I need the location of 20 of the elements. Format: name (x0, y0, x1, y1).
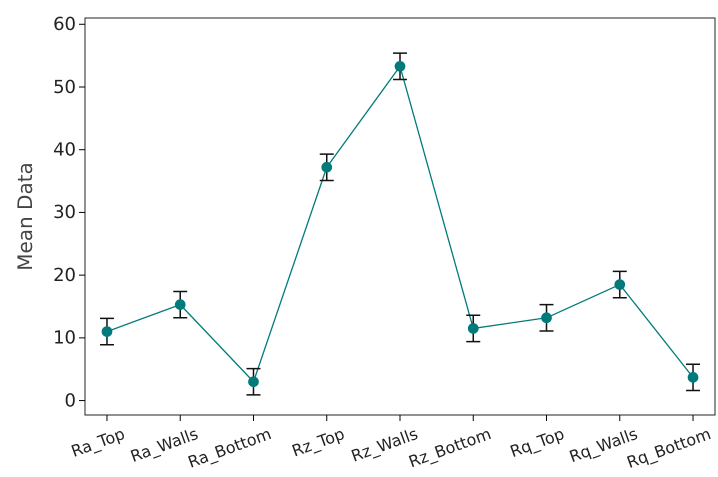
y-tick-label: 0 (64, 390, 76, 412)
x-tick-label: Ra_Top (68, 424, 128, 461)
point (394, 60, 406, 72)
y-tick-label: 50 (53, 76, 76, 98)
point (248, 376, 259, 388)
point (321, 162, 332, 173)
point (541, 312, 552, 324)
point (614, 279, 626, 290)
point (688, 372, 698, 383)
point (468, 323, 479, 334)
y-tick-label: 30 (53, 202, 76, 224)
y-tick-label: 60 (53, 14, 76, 36)
y-axis-title: Mean Data (13, 162, 37, 271)
y-tick-label: 20 (53, 264, 76, 286)
x-tick-label: Rq_Top (507, 424, 567, 462)
point (174, 299, 186, 310)
y-tick-label: 40 (53, 139, 76, 160)
point (102, 326, 112, 337)
y-tick-label: 10 (53, 328, 76, 349)
x-tick-label: Rz_Top (289, 424, 348, 461)
